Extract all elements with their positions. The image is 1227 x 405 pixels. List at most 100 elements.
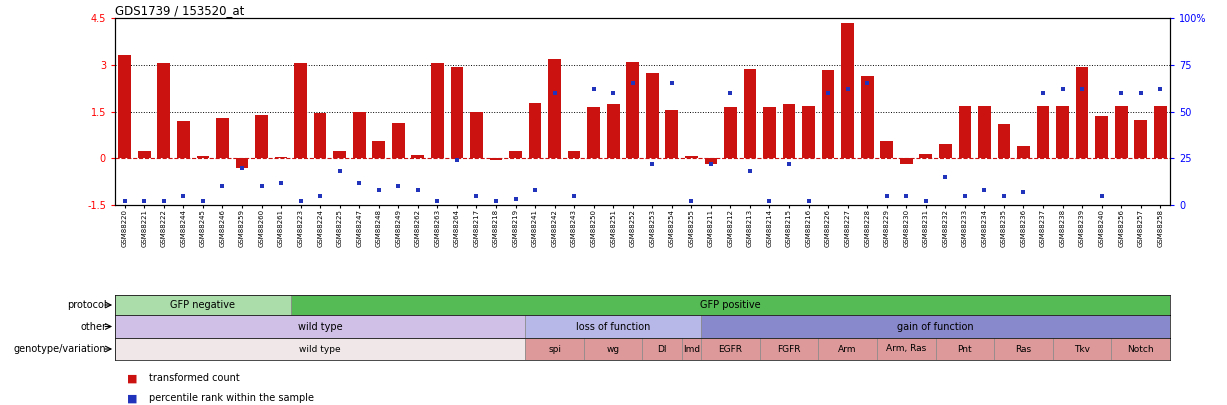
Bar	[431, 62, 444, 158]
Bar	[490, 158, 502, 160]
Text: ■: ■	[128, 394, 137, 403]
Bar	[236, 158, 248, 168]
Point	[1151, 86, 1171, 92]
Text: Dl: Dl	[658, 345, 666, 354]
Bar	[548, 58, 561, 158]
Bar	[701, 315, 1171, 338]
Point	[135, 198, 155, 205]
Bar	[255, 115, 267, 158]
Bar	[1076, 67, 1088, 158]
Bar	[314, 113, 326, 158]
Point	[1112, 90, 1131, 96]
Point	[212, 183, 232, 190]
Point	[799, 198, 818, 205]
Text: Ras: Ras	[1016, 345, 1032, 354]
Text: GFP negative: GFP negative	[171, 300, 236, 310]
Point	[350, 179, 369, 186]
Point	[252, 183, 271, 190]
Bar	[724, 107, 736, 158]
Point	[740, 168, 760, 175]
Bar	[568, 151, 580, 158]
Point	[447, 157, 466, 163]
Bar	[391, 124, 405, 158]
Bar	[899, 158, 913, 164]
Point	[858, 80, 877, 87]
Point	[877, 192, 897, 199]
Text: ■: ■	[128, 373, 137, 383]
Bar	[880, 141, 893, 158]
Bar	[783, 104, 795, 158]
Point	[389, 183, 409, 190]
Bar	[763, 107, 775, 158]
Point	[232, 164, 252, 171]
Bar	[978, 106, 990, 158]
Bar	[334, 151, 346, 158]
Point	[955, 192, 974, 199]
Text: percentile rank within the sample: percentile rank within the sample	[150, 394, 314, 403]
Point	[720, 90, 740, 96]
Point	[974, 187, 994, 193]
Bar	[701, 338, 760, 360]
Point	[155, 198, 174, 205]
Bar	[643, 338, 681, 360]
Bar	[626, 62, 639, 158]
Point	[663, 80, 682, 87]
Text: gain of function: gain of function	[897, 322, 974, 332]
Bar	[115, 315, 525, 338]
Point	[564, 192, 584, 199]
Point	[193, 198, 212, 205]
Bar	[115, 338, 525, 360]
Bar	[1112, 338, 1171, 360]
Bar	[509, 151, 521, 158]
Text: Arm, Ras: Arm, Ras	[886, 345, 926, 354]
Text: GFP positive: GFP positive	[701, 300, 761, 310]
Bar	[177, 121, 190, 158]
Bar	[216, 118, 228, 158]
Bar	[760, 338, 818, 360]
Point	[623, 80, 643, 87]
Bar	[1134, 120, 1147, 158]
Point	[917, 198, 936, 205]
Bar	[645, 72, 659, 158]
Text: Notch: Notch	[1128, 345, 1155, 354]
Bar	[470, 111, 482, 158]
Text: spi: spi	[548, 345, 561, 354]
Bar	[802, 106, 815, 158]
Bar	[935, 338, 994, 360]
Bar	[137, 151, 151, 158]
Bar	[958, 106, 972, 158]
Bar	[353, 113, 366, 158]
Text: EGFR: EGFR	[719, 345, 742, 354]
Bar	[1115, 106, 1128, 158]
Bar	[157, 63, 171, 158]
Point	[115, 198, 135, 205]
Bar	[119, 55, 131, 158]
Bar	[842, 23, 854, 158]
Bar	[822, 70, 834, 158]
Bar	[291, 295, 1171, 315]
Point	[369, 187, 389, 193]
Point	[1033, 90, 1053, 96]
Point	[291, 198, 310, 205]
Text: protocol: protocol	[66, 300, 107, 310]
Text: wild type: wild type	[298, 322, 342, 332]
Bar	[1053, 338, 1112, 360]
Bar	[529, 103, 541, 158]
Point	[935, 174, 955, 180]
Bar	[294, 63, 307, 158]
Text: Arm: Arm	[838, 345, 856, 354]
Text: Imd: Imd	[682, 345, 699, 354]
Text: GDS1739 / 153520_at: GDS1739 / 153520_at	[115, 4, 244, 17]
Point	[584, 86, 604, 92]
Point	[545, 90, 564, 96]
Bar	[877, 338, 935, 360]
Point	[1092, 192, 1112, 199]
Bar	[919, 153, 933, 158]
Point	[173, 192, 193, 199]
Bar	[584, 338, 643, 360]
Bar	[939, 144, 952, 158]
Text: FGFR: FGFR	[777, 345, 801, 354]
Point	[1131, 90, 1151, 96]
Text: Pnt: Pnt	[957, 345, 972, 354]
Point	[1072, 86, 1092, 92]
